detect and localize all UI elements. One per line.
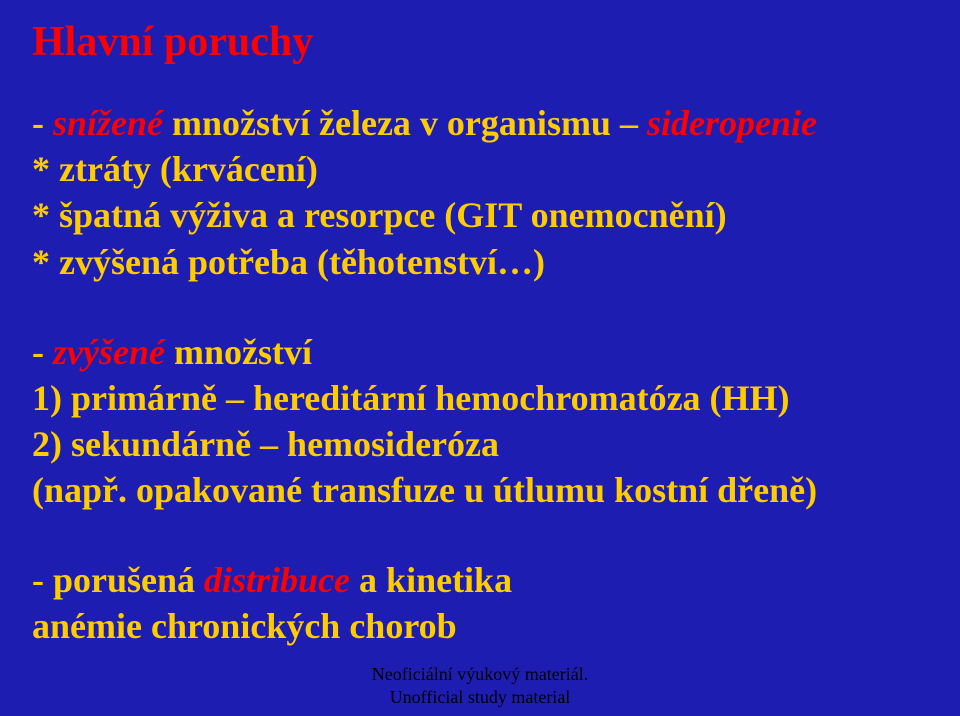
- section1-headline: - snížené množství železa v organismu – …: [32, 100, 928, 146]
- footer-line1: Neoficiální výukový materiál.: [0, 663, 960, 686]
- section2-prefix: -: [32, 332, 53, 372]
- section3-headline: - porušená distribuce a kinetika: [32, 557, 928, 603]
- footer: Neoficiální výukový materiál. Unofficial…: [0, 663, 960, 708]
- section1-bullet-2: * špatná výživa a resorpce (GIT onemocně…: [32, 192, 928, 238]
- section2-headline: - zvýšené množství: [32, 329, 928, 375]
- section3-prefix: - porušená: [32, 560, 204, 600]
- section2-item-1: 1) primárně – hereditární hemochromatóza…: [32, 375, 928, 421]
- section2-note: (např. opakované transfuze u útlumu kost…: [32, 467, 928, 513]
- section2-item-2: 2) sekundárně – hemosideróza: [32, 421, 928, 467]
- section1-mid: množství železa v organismu –: [163, 103, 647, 143]
- section2-tail: množství: [165, 332, 312, 372]
- section3-tail: a kinetika: [350, 560, 512, 600]
- section1-prefix: -: [32, 103, 53, 143]
- section1-keyword: snížené: [53, 103, 163, 143]
- footer-line2: Unofficial study material: [0, 686, 960, 709]
- section-sideropenie: - snížené množství železa v organismu – …: [32, 100, 928, 284]
- section1-bullet-3: * zvýšená potřeba (těhotenství…): [32, 239, 928, 285]
- section-zvysene: - zvýšené množství 1) primárně – heredit…: [32, 329, 928, 513]
- slide: Hlavní poruchy - snížené množství železa…: [0, 0, 960, 716]
- section1-bullet-1: * ztráty (krvácení): [32, 146, 928, 192]
- section2-keyword: zvýšené: [53, 332, 165, 372]
- page-title: Hlavní poruchy: [32, 18, 928, 66]
- section3-keyword: distribuce: [204, 560, 350, 600]
- section-distribuce: - porušená distribuce a kinetika anémie …: [32, 557, 928, 649]
- section1-term: sideropenie: [647, 103, 817, 143]
- section3-line2: anémie chronických chorob: [32, 603, 928, 649]
